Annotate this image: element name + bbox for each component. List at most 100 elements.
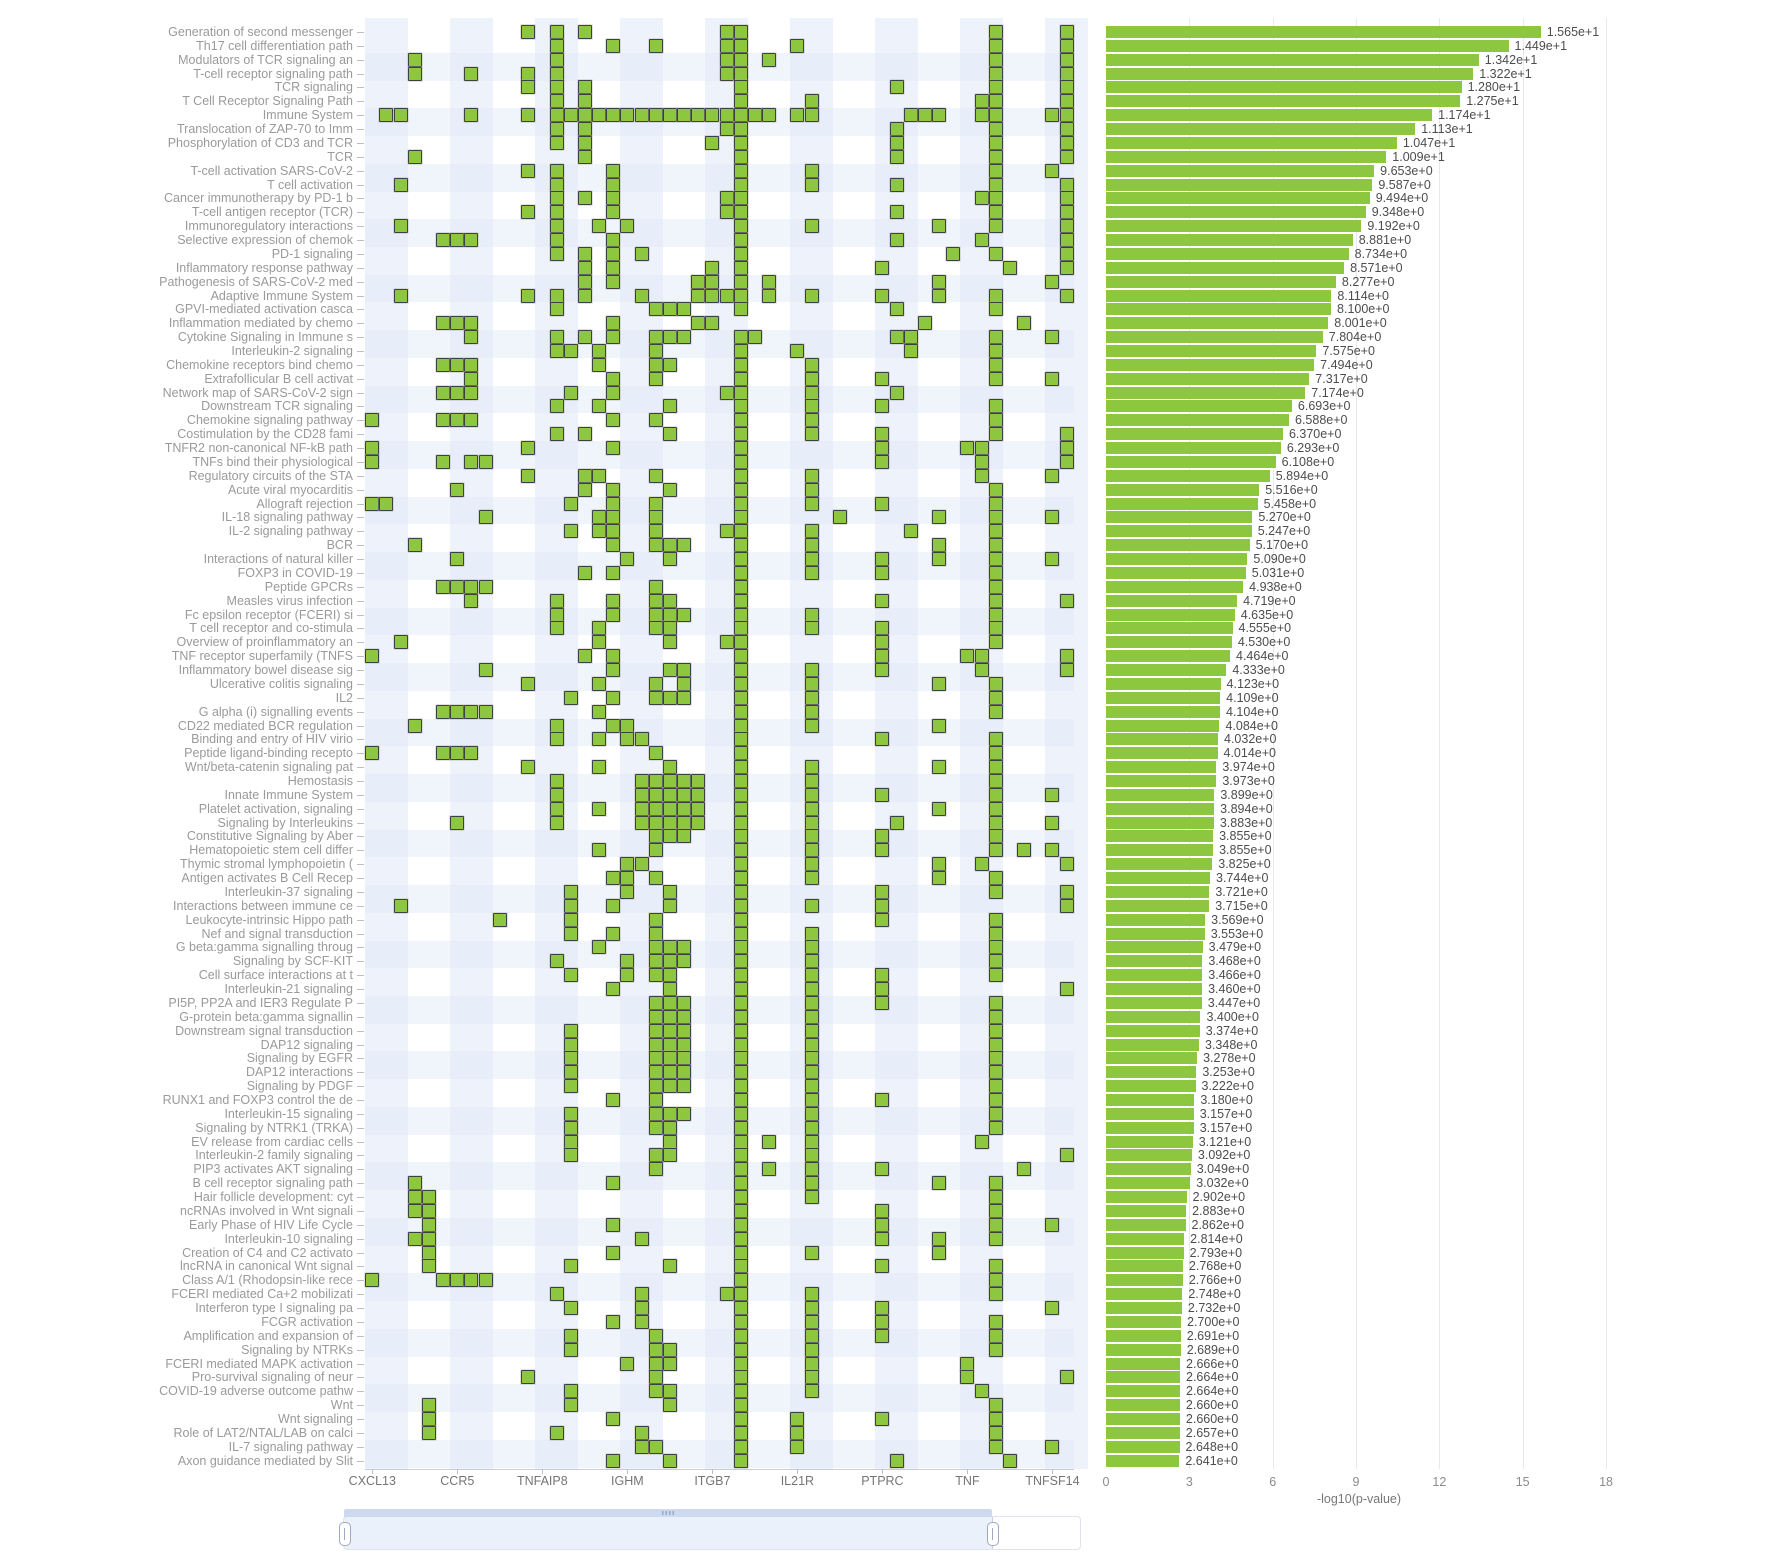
matrix-square[interactable] <box>606 441 621 456</box>
matrix-square[interactable] <box>450 385 465 400</box>
matrix-square[interactable] <box>1045 552 1060 567</box>
matrix-square[interactable] <box>988 94 1003 109</box>
pvalue-bar[interactable] <box>1106 1315 1181 1328</box>
matrix-square[interactable] <box>450 815 465 830</box>
matrix-square[interactable] <box>804 413 819 428</box>
matrix-square[interactable] <box>606 1176 621 1191</box>
matrix-square[interactable] <box>988 1079 1003 1094</box>
matrix-square[interactable] <box>988 1203 1003 1218</box>
matrix-square[interactable] <box>733 1245 748 1260</box>
pvalue-bar[interactable] <box>1106 761 1217 774</box>
matrix-square[interactable] <box>804 815 819 830</box>
pvalue-bar[interactable] <box>1106 608 1235 621</box>
matrix-square[interactable] <box>1059 219 1074 234</box>
matrix-square[interactable] <box>365 441 380 456</box>
matrix-square[interactable] <box>733 1106 748 1121</box>
matrix-square[interactable] <box>733 635 748 650</box>
matrix-square[interactable] <box>436 385 451 400</box>
matrix-square[interactable] <box>450 704 465 719</box>
matrix-square[interactable] <box>577 149 592 164</box>
matrix-square[interactable] <box>549 302 564 317</box>
matrix-square[interactable] <box>662 1356 677 1371</box>
matrix-square[interactable] <box>733 1287 748 1302</box>
matrix-square[interactable] <box>804 94 819 109</box>
matrix-square[interactable] <box>549 1425 564 1440</box>
matrix-square[interactable] <box>421 1231 436 1246</box>
matrix-square[interactable] <box>974 108 989 123</box>
matrix-square[interactable] <box>620 857 635 872</box>
matrix-square[interactable] <box>1045 787 1060 802</box>
matrix-square[interactable] <box>648 815 663 830</box>
matrix-square[interactable] <box>606 496 621 511</box>
matrix-square[interactable] <box>592 635 607 650</box>
matrix-square[interactable] <box>393 108 408 123</box>
matrix-square[interactable] <box>804 1328 819 1343</box>
matrix-square[interactable] <box>563 344 578 358</box>
matrix-square[interactable] <box>988 1120 1003 1135</box>
matrix-square[interactable] <box>932 760 947 775</box>
matrix-square[interactable] <box>634 732 649 747</box>
matrix-square[interactable] <box>875 552 890 567</box>
matrix-square[interactable] <box>563 1342 578 1357</box>
matrix-square[interactable] <box>662 1259 677 1274</box>
matrix-square[interactable] <box>733 552 748 567</box>
matrix-square[interactable] <box>1045 815 1060 830</box>
matrix-square[interactable] <box>421 1425 436 1440</box>
matrix-square[interactable] <box>592 108 607 123</box>
matrix-square[interactable] <box>804 357 819 372</box>
pvalue-bar[interactable] <box>1106 469 1270 482</box>
matrix-square[interactable] <box>1017 1162 1032 1177</box>
matrix-square[interactable] <box>662 1065 677 1080</box>
pvalue-bar[interactable] <box>1106 844 1214 857</box>
matrix-square[interactable] <box>988 205 1003 220</box>
matrix-square[interactable] <box>464 316 479 331</box>
matrix-square[interactable] <box>932 274 947 289</box>
pvalue-bar[interactable] <box>1106 899 1210 912</box>
matrix-square[interactable] <box>592 219 607 234</box>
matrix-square[interactable] <box>634 787 649 802</box>
matrix-square[interactable] <box>648 496 663 511</box>
matrix-square[interactable] <box>733 38 748 53</box>
matrix-square[interactable] <box>747 330 762 345</box>
matrix-square[interactable] <box>974 454 989 469</box>
matrix-square[interactable] <box>563 968 578 983</box>
pvalue-bar[interactable] <box>1106 969 1203 982</box>
matrix-square[interactable] <box>875 593 890 608</box>
matrix-square[interactable] <box>1059 80 1074 95</box>
matrix-square[interactable] <box>549 954 564 969</box>
matrix-square[interactable] <box>662 607 677 622</box>
matrix-square[interactable] <box>450 552 465 567</box>
matrix-square[interactable] <box>988 635 1003 650</box>
matrix-square[interactable] <box>889 330 904 345</box>
matrix-square[interactable] <box>974 663 989 678</box>
matrix-square[interactable] <box>606 385 621 400</box>
matrix-square[interactable] <box>733 108 748 123</box>
matrix-square[interactable] <box>917 108 932 123</box>
matrix-square[interactable] <box>549 205 564 220</box>
matrix-square[interactable] <box>577 649 592 664</box>
matrix-square[interactable] <box>988 66 1003 81</box>
matrix-square[interactable] <box>875 371 890 386</box>
pvalue-bar[interactable] <box>1106 1371 1180 1384</box>
matrix-square[interactable] <box>648 1023 663 1038</box>
matrix-square[interactable] <box>903 524 918 539</box>
pvalue-bar[interactable] <box>1106 553 1248 566</box>
matrix-square[interactable] <box>606 1217 621 1232</box>
pvalue-bar[interactable] <box>1106 996 1202 1009</box>
pvalue-bar[interactable] <box>1106 81 1462 94</box>
matrix-square[interactable] <box>464 357 479 372</box>
matrix-square[interactable] <box>407 1176 422 1191</box>
matrix-square[interactable] <box>450 746 465 761</box>
matrix-square[interactable] <box>393 898 408 913</box>
matrix-square[interactable] <box>804 676 819 691</box>
matrix-square[interactable] <box>733 122 748 137</box>
matrix-square[interactable] <box>407 1190 422 1205</box>
matrix-square[interactable] <box>903 108 918 123</box>
matrix-square[interactable] <box>733 1134 748 1149</box>
matrix-square[interactable] <box>1045 371 1060 386</box>
matrix-square[interactable] <box>875 565 890 580</box>
matrix-square[interactable] <box>592 843 607 858</box>
matrix-square[interactable] <box>606 510 621 525</box>
matrix-square[interactable] <box>762 108 777 123</box>
matrix-square[interactable] <box>988 149 1003 164</box>
